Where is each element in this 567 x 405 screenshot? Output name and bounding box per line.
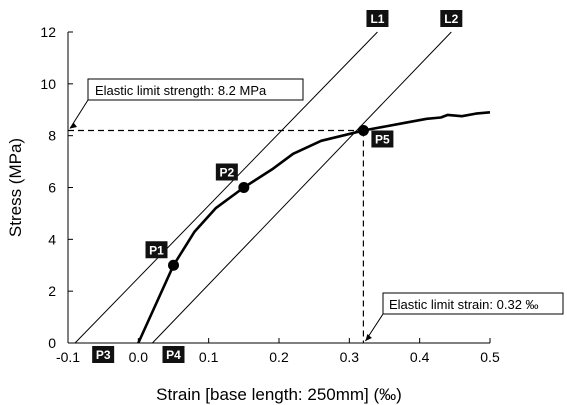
line-label-box <box>440 10 463 27</box>
point-label-p1: P1 <box>149 243 164 257</box>
strength-annotation-box <box>87 78 304 101</box>
point-label-box <box>371 130 394 148</box>
points-layer: P1 P2 P5 P3 P4 <box>92 124 394 363</box>
line-label-l1: L1 <box>370 12 384 26</box>
marker-label-box <box>92 346 115 363</box>
strength-annotation-text: Elastic limit strength: 8.2 MPa <box>95 83 267 98</box>
marker-label-box <box>162 346 185 363</box>
x-tick-label: 0.4 <box>410 349 430 365</box>
reference-line-l2 <box>152 31 452 344</box>
y-tick-label: 12 <box>40 24 56 40</box>
point-label-box <box>215 163 238 181</box>
y-tick-label: 10 <box>40 76 56 92</box>
y-tick-label: 8 <box>48 128 56 144</box>
point-p1 <box>168 259 179 271</box>
x-tick-label: 0.0 <box>129 349 149 365</box>
x-tick-label: 0.3 <box>340 349 360 365</box>
reference-line-l1 <box>74 31 378 344</box>
x-tick-label: 0.2 <box>269 349 289 365</box>
strain-annotation-text: Elastic limit strain: 0.32 ‰ <box>389 297 539 312</box>
x-tick-label: 0.5 <box>480 349 500 365</box>
strength-arrow-head <box>70 122 77 129</box>
reference-lines: L1 L2 <box>74 10 463 344</box>
x-tick-label: 0.1 <box>199 349 219 365</box>
stress-strain-curve <box>137 111 491 344</box>
x-tick-label: -0.1 <box>56 349 80 365</box>
y-axis-label: Stress (MPa) <box>6 138 25 237</box>
point-label-box <box>145 241 168 259</box>
line-label-box <box>366 10 389 27</box>
annotations: Elastic limit strength: 8.2 MPa Elastic l… <box>69 78 564 342</box>
axis-marker-p4: P4 <box>166 348 181 362</box>
axis-marker-p3: P3 <box>96 348 111 362</box>
point-p2 <box>238 182 250 193</box>
y-tick-label: 2 <box>48 283 56 299</box>
point-label-p5: P5 <box>375 132 390 146</box>
strain-annotation-box <box>382 292 564 315</box>
y-tick-label: 0 <box>48 335 56 351</box>
y-tick-label: 4 <box>48 231 56 247</box>
curve-layer <box>137 111 491 344</box>
y-tick-label: 6 <box>48 180 56 196</box>
point-label-p2: P2 <box>219 166 234 180</box>
x-axis-label: Strain [base length: 250mm] (‰) <box>156 385 402 404</box>
guide-lines <box>68 129 364 343</box>
axes: 0 2 4 6 8 10 12 -0.1 0.0 0.1 0.2 0.3 0.4 0.5 Strain [b… <box>6 24 500 404</box>
point-p5 <box>357 124 369 136</box>
line-label-l2: L2 <box>444 12 458 26</box>
strain-arrow-head <box>365 334 372 341</box>
